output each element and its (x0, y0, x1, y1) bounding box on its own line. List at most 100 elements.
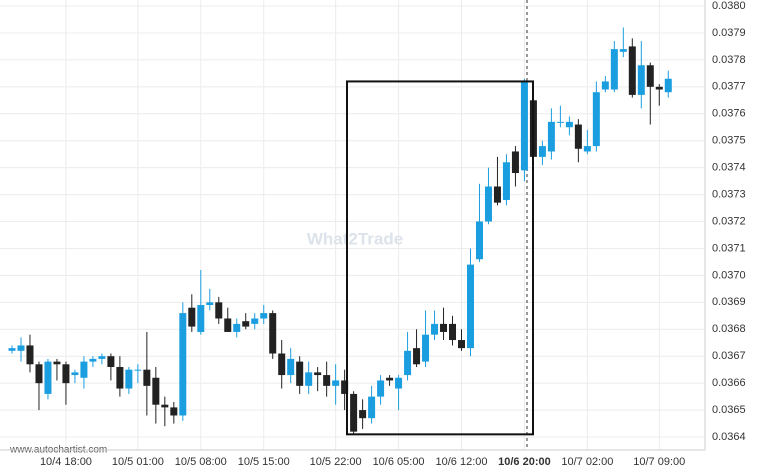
candle-body (71, 372, 79, 376)
y-tick-label: 0.0365 (712, 404, 746, 416)
candle-body (574, 124, 582, 149)
candle-body (493, 186, 501, 203)
candle-body (404, 350, 412, 376)
candle-body (224, 318, 232, 332)
candle-body (143, 369, 151, 386)
candle-body (8, 348, 16, 351)
candle-body (359, 410, 367, 419)
candle-body (484, 186, 492, 222)
y-tick-label: 0.0376 (712, 108, 746, 120)
candle-body (116, 366, 124, 389)
candle-body (556, 121, 564, 123)
candle-body (260, 313, 268, 319)
x-tick-label: 10/5 15:00 (238, 456, 290, 468)
x-tick-label: 10/5 01:00 (112, 456, 164, 468)
candle-body (520, 81, 528, 171)
candle-body (170, 407, 178, 416)
candle-body (395, 377, 403, 389)
candle-body (511, 151, 519, 174)
x-tick-label: 10/6 20:00 (498, 456, 551, 468)
candle-body (332, 380, 340, 386)
candle-body (98, 356, 106, 359)
x-tick-label: 10/5 22:00 (310, 456, 362, 468)
candle-body (610, 49, 618, 90)
candle-body (305, 372, 313, 386)
watermark: What2Trade (307, 229, 403, 248)
candle-body (466, 264, 474, 349)
candle-body (269, 313, 277, 354)
candle-body (134, 369, 142, 371)
candle-body (179, 313, 187, 416)
candle-body (431, 323, 439, 335)
candle-body (619, 49, 627, 52)
y-tick-label: 0.0380 (712, 0, 746, 12)
candle-body (547, 121, 555, 152)
x-tick-label: 10/4 18:00 (40, 456, 92, 468)
candle-body (440, 323, 448, 332)
candle-body (287, 358, 295, 376)
candle-body (251, 318, 259, 324)
candle-body (107, 356, 115, 367)
candle-body (475, 221, 483, 260)
y-tick-label: 0.0371 (712, 242, 746, 254)
y-tick-label: 0.0374 (712, 162, 746, 174)
candle-body (197, 305, 205, 332)
candle-body (242, 321, 250, 327)
candle-body (296, 361, 304, 386)
candle-body (646, 65, 654, 87)
x-tick-label: 10/7 09:00 (633, 456, 685, 468)
y-tick-label: 0.0366 (712, 377, 746, 389)
candle-body (215, 302, 223, 319)
y-tick-label: 0.0372 (712, 215, 746, 227)
candle-body (565, 121, 573, 128)
candle-body (502, 162, 510, 200)
candle-body (125, 369, 133, 389)
pattern-box (346, 80, 534, 436)
candle-body (53, 361, 61, 365)
candle-body (637, 65, 645, 95)
candle-body (314, 372, 322, 376)
candle-body (368, 396, 376, 419)
candle-body (62, 364, 70, 384)
candle-body (26, 345, 34, 365)
candle-body (601, 81, 609, 90)
y-tick-label: 0.0367 (712, 350, 746, 362)
y-tick-label: 0.0378 (712, 54, 746, 66)
candle-body (188, 307, 196, 327)
y-tick-label: 0.0368 (712, 323, 746, 335)
x-tick-label: 10/6 12:00 (436, 456, 488, 468)
candle-body (278, 353, 286, 376)
candle-body (538, 146, 546, 157)
y-tick-label: 0.0364 (712, 431, 746, 443)
y-tick-label: 0.0370 (712, 269, 746, 281)
candle-body (422, 334, 430, 362)
x-tick-label: 10/5 08:00 (175, 456, 227, 468)
candle-body (35, 364, 43, 384)
candle-body (161, 404, 169, 408)
candle-body (206, 302, 214, 306)
candle-body (664, 78, 672, 93)
candle-body (655, 86, 663, 90)
candle-body (80, 361, 88, 378)
candle-body (323, 375, 331, 386)
y-tick-label: 0.0375 (712, 135, 746, 147)
candle-body (458, 340, 465, 349)
candle-body (628, 46, 636, 95)
y-tick-label: 0.0377 (712, 81, 746, 93)
candle-body (583, 146, 591, 152)
y-tick-label: 0.0373 (712, 188, 746, 200)
candle-body (350, 393, 358, 432)
x-tick-label: 10/7 02:00 (561, 456, 613, 468)
candle-body (17, 345, 25, 351)
x-tick-label: 10/6 05:00 (373, 456, 425, 468)
candle-body (44, 361, 52, 394)
candle-body (233, 323, 241, 332)
y-tick-label: 0.0379 (712, 27, 746, 39)
candle-body (377, 380, 385, 397)
y-tick-label: 0.0369 (712, 296, 746, 308)
candle-body (341, 380, 349, 394)
candle-body (152, 377, 160, 405)
candle-body (386, 377, 394, 381)
candle-body (89, 358, 97, 362)
candle-body (592, 92, 600, 147)
